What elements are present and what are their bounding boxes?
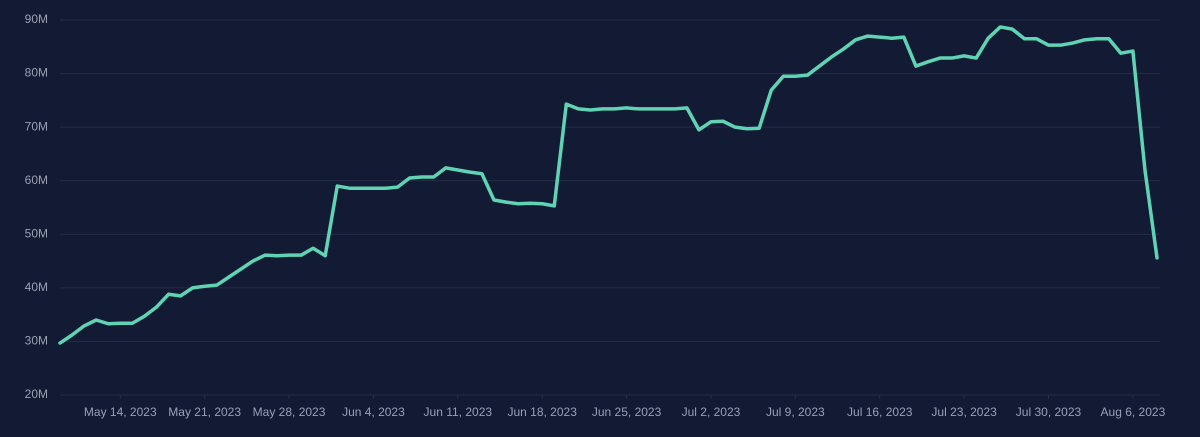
- y-tick-label: 60M: [25, 173, 48, 187]
- x-tick-label: May 21, 2023: [168, 405, 241, 419]
- x-tick-label: Jul 30, 2023: [1016, 405, 1082, 419]
- x-tick-label: Jul 9, 2023: [766, 405, 825, 419]
- x-tick-label: Jul 23, 2023: [931, 405, 997, 419]
- y-tick-label: 30M: [25, 334, 48, 348]
- x-tick-label: Jun 4, 2023: [342, 405, 405, 419]
- x-tick-label: Jun 11, 2023: [424, 405, 493, 419]
- y-tick-label: 80M: [25, 66, 48, 80]
- y-tick-label: 70M: [25, 119, 48, 133]
- x-tick-label: Jun 25, 2023: [592, 405, 662, 419]
- x-tick-label: Jul 16, 2023: [847, 405, 913, 419]
- line-series: [58, 25, 1159, 345]
- x-tick-label: Jun 18, 2023: [507, 405, 577, 419]
- y-tick-label: 50M: [25, 226, 48, 240]
- y-tick-label: 20M: [25, 387, 48, 401]
- y-tick-label: 90M: [25, 12, 48, 26]
- x-tick-label: Jul 2, 2023: [682, 405, 741, 419]
- x-tick-label: May 14, 2023: [84, 405, 157, 419]
- x-tick-label: May 28, 2023: [253, 405, 326, 419]
- x-tick-label: Aug 6, 2023: [1101, 405, 1166, 419]
- y-tick-label: 40M: [25, 280, 48, 294]
